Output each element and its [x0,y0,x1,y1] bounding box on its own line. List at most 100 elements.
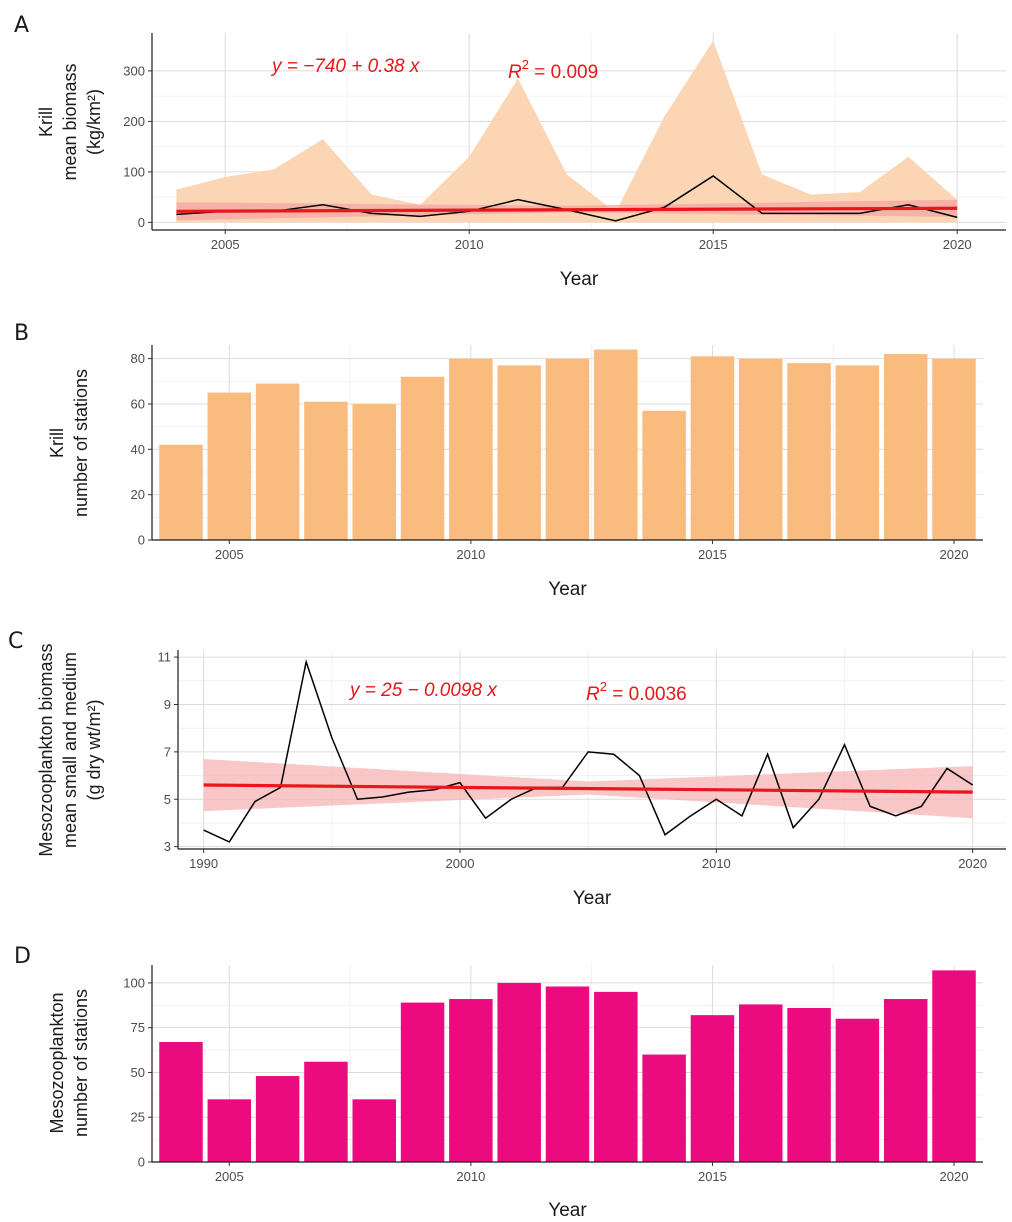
bar-2016 [739,1004,783,1162]
tick-labels: 0 25 50 75 100 2005 2010 2015 2020 [123,975,968,1184]
x-axis-title: Year [573,888,612,909]
line-series [176,40,958,223]
x-tick-label: 2005 [215,547,244,562]
bar-2008 [352,1099,396,1162]
x-tick-label: 2005 [211,237,240,252]
bar-2015 [690,1015,735,1162]
x-tick-label: 2010 [456,547,485,562]
confidence-band [176,40,958,223]
y-tick-label: 0 [138,1155,145,1170]
y-axis-title-line: number of stations [71,989,91,1137]
y-axis-title-line: (g dry wt/m²) [84,700,104,801]
x-tick-label: 2020 [940,547,969,562]
y-tick-label: 0 [138,533,145,548]
y-tick-label: 100 [123,975,145,990]
r-squared-label: R2 = 0.0036 [586,679,687,705]
bar-2013 [594,991,638,1162]
x-tick-label: 2020 [940,1169,969,1184]
bar-2009 [400,376,445,540]
bar-2007 [304,1061,348,1162]
y-axis-title-line: Krill [47,428,67,458]
panel-c: C 3 5 7 9 11 1990 2000 2010 2020 Year Mesozooplankt… [8,629,1006,909]
bar-2020 [932,358,976,540]
panel-letter: A [14,13,29,38]
line-series [203,658,974,843]
x-tick-label: 1990 [189,856,218,871]
bar-2019 [883,999,928,1162]
fit-line [203,783,973,794]
y-tick-label: 80 [131,351,145,366]
bar-2017 [787,363,831,540]
r-squared-value: = 0.0036 [607,684,687,705]
mean-line [203,658,974,843]
bar-2004 [159,1042,203,1162]
regression-equation: y = −740 + 0.38 x [270,56,421,77]
bar-2018 [835,1018,880,1162]
tick-labels: 0 100 200 300 2005 2010 2015 2020 [123,63,971,252]
y-axis-title-line: Krill [36,107,56,137]
gridlines [178,650,1006,849]
y-axis-title: Mesozooplankton biomass mean small and me… [36,643,104,856]
bar-2018 [835,365,880,540]
bar-2010 [449,358,493,540]
y-tick-label: 0 [138,215,145,230]
x-tick-label: 2005 [215,1169,244,1184]
tick-labels: 3 5 7 9 11 1990 2000 2010 2020 [158,650,988,871]
x-tick-label: 2015 [698,547,727,562]
bar-2012 [545,986,590,1162]
x-tick-label: 2015 [698,1169,727,1184]
y-axis-title: Krill number of stations [47,369,91,517]
bar-2014 [642,1054,686,1162]
y-axis-title-line: mean biomass [60,63,80,180]
y-tick-label: 11 [158,650,172,665]
y-tick-label: 40 [131,442,145,457]
bar-2020 [932,970,976,1162]
y-axis-title-line: Mesozooplankton biomass [36,643,56,856]
y-axis-title-line: (kg/km²) [84,89,104,155]
bar-2011 [497,982,541,1162]
panel-letter: C [8,629,23,654]
y-tick-label: 25 [131,1110,145,1125]
bar-2007 [304,401,348,540]
x-axis-title: Year [548,1200,587,1221]
y-tick-label: 50 [131,1065,145,1080]
regression-equation: y = 25 − 0.0098 x [348,680,498,701]
x-tick-label: 2010 [702,856,731,871]
x-axis-title: Year [548,579,587,600]
bar-2017 [787,1007,831,1162]
x-tick-label: 2015 [699,237,728,252]
bar-2009 [400,1002,445,1162]
tick-labels: 0 20 40 60 80 2005 2010 2015 2020 [131,351,969,562]
bar-2008 [352,403,396,540]
y-tick-label: 300 [123,63,145,78]
fit-line [176,206,958,213]
x-tick-label: 2010 [456,1169,485,1184]
bar-series [159,349,976,540]
r-squared-symbol: R [508,62,522,83]
y-axis-title: Mesozooplankton number of stations [47,989,91,1137]
y-axis-title: Krill mean biomass (kg/km²) [36,63,104,180]
x-tick-label: 2020 [958,856,987,871]
bar-2019 [883,354,928,540]
bar-2006 [255,1076,300,1162]
bar-series [159,970,976,1162]
bar-2005 [207,1099,252,1162]
y-axis-title-line: Mesozooplankton [47,992,67,1133]
bar-2004 [159,444,203,540]
panel-d: D 0 25 50 75 100 2005 2010 2015 2020 Year Mesozoopl… [14,944,983,1221]
x-tick-label: 2020 [943,237,972,252]
y-tick-label: 9 [164,697,171,712]
y-axis-title-line: mean small and medium [60,652,80,848]
x-axis-title: Year [560,269,599,290]
panel-b: B 0 20 40 60 80 2005 2010 2015 2020 Year Krill numbe… [14,321,983,600]
y-axis-title-line: number of stations [71,369,91,517]
r-squared-value: = 0.009 [529,62,598,83]
y-tick-label: 5 [164,792,171,807]
y-tick-label: 200 [123,114,145,129]
bar-2016 [739,358,783,540]
y-tick-label: 20 [131,487,145,502]
panel-letter: B [14,321,29,346]
y-tick-label: 100 [123,164,145,179]
bar-2014 [642,410,686,540]
